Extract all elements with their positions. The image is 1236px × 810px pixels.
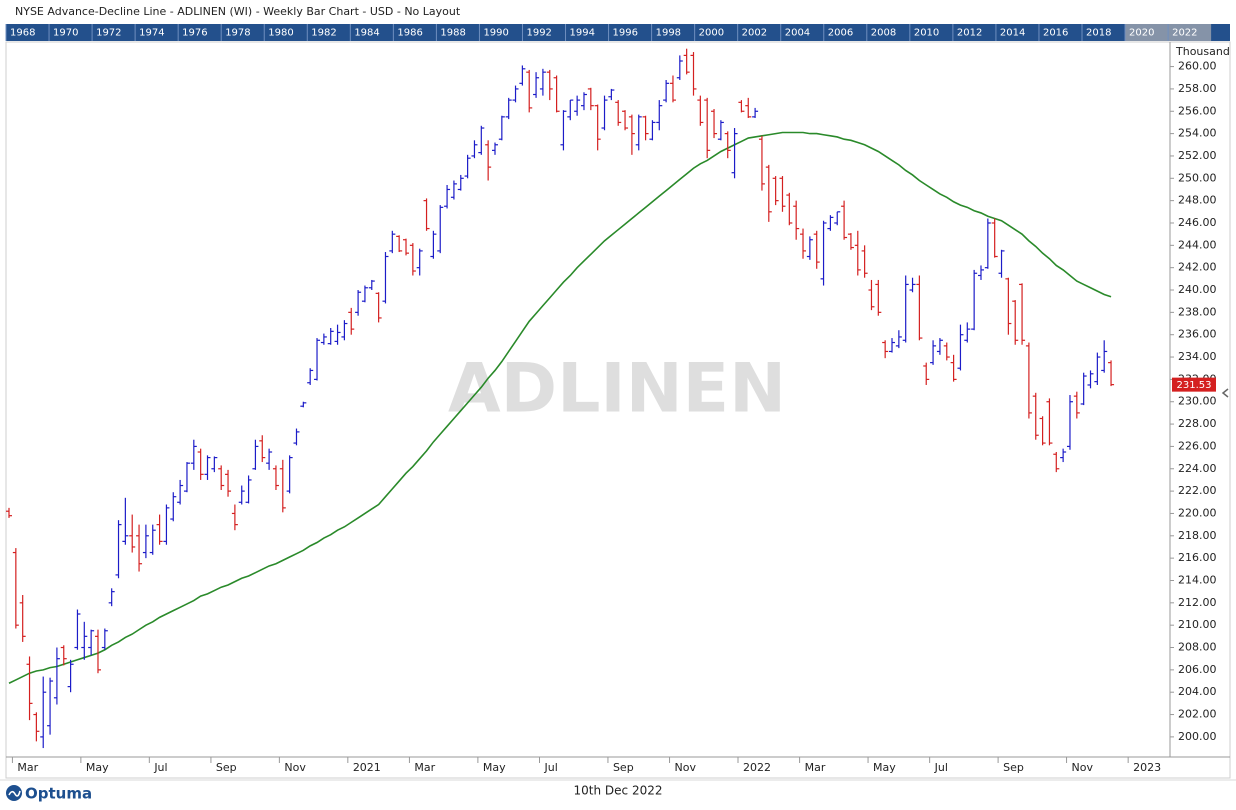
year-label: 1988 bbox=[440, 28, 465, 39]
year-label: 2014 bbox=[1000, 28, 1025, 39]
y-tick-label: 246.00 bbox=[1178, 216, 1217, 229]
year-label: 1992 bbox=[526, 28, 551, 39]
year-label: 1968 bbox=[10, 28, 35, 39]
y-tick-label: 250.00 bbox=[1178, 171, 1217, 184]
year-label: 1990 bbox=[483, 28, 508, 39]
year-label: 2018 bbox=[1086, 28, 1111, 39]
y-tick-label: 236.00 bbox=[1178, 328, 1217, 341]
x-tick-label: Sep bbox=[1003, 761, 1024, 774]
year-label: 1970 bbox=[53, 28, 78, 39]
moving-average bbox=[8, 131, 1112, 684]
year-label: 2008 bbox=[871, 28, 896, 39]
x-tick-label: Sep bbox=[216, 761, 237, 774]
y-tick-label: 254.00 bbox=[1178, 127, 1217, 140]
watermark: ADLINEN bbox=[448, 350, 786, 429]
year-label: 2012 bbox=[957, 28, 982, 39]
y-unit: Thousand bbox=[1175, 45, 1230, 58]
x-tick-label: May bbox=[86, 761, 109, 774]
collapse-arrow[interactable] bbox=[1221, 388, 1229, 398]
y-tick-label: 248.00 bbox=[1178, 194, 1217, 207]
year-highlight bbox=[1168, 24, 1212, 41]
year-label: 1974 bbox=[139, 28, 164, 39]
y-tick-label: 258.00 bbox=[1178, 82, 1217, 95]
x-tick-label: 2022 bbox=[743, 761, 771, 774]
last-value-box bbox=[1172, 377, 1216, 392]
logo-wave bbox=[8, 790, 21, 797]
y-tick-label: 206.00 bbox=[1178, 663, 1217, 676]
x-tick-label: Jul bbox=[934, 761, 948, 774]
x-tick-label: Mar bbox=[414, 761, 435, 774]
y-tick-label: 226.00 bbox=[1178, 439, 1217, 452]
y-tick-label: 224.00 bbox=[1178, 462, 1217, 475]
year-label: 2006 bbox=[828, 28, 853, 39]
x-tick-label: Nov bbox=[284, 761, 306, 774]
y-tick-label: 212.00 bbox=[1178, 596, 1217, 609]
y-tick-label: 230.00 bbox=[1178, 395, 1217, 408]
chart-header: NYSE Advance-Decline Line - ADLINEN (WI)… bbox=[15, 5, 461, 18]
year-label: 1998 bbox=[656, 28, 681, 39]
year-label: 2002 bbox=[742, 28, 767, 39]
logo-text: Optuma bbox=[25, 785, 92, 803]
y-tick-label: 216.00 bbox=[1178, 551, 1217, 564]
y-tick-label: 210.00 bbox=[1178, 618, 1217, 631]
year-strip[interactable] bbox=[6, 24, 1230, 41]
chart-frame bbox=[5, 41, 1231, 779]
y-tick-label: 252.00 bbox=[1178, 149, 1217, 162]
year-label: 1980 bbox=[268, 28, 293, 39]
y-tick-label: 214.00 bbox=[1178, 573, 1217, 586]
year-label: 1994 bbox=[570, 28, 595, 39]
x-tick-label: Nov bbox=[1072, 761, 1094, 774]
y-tick-label: 202.00 bbox=[1178, 708, 1217, 721]
x-tick-label: Nov bbox=[675, 761, 697, 774]
x-tick-label: May bbox=[483, 761, 506, 774]
y-tick-label: 242.00 bbox=[1178, 261, 1217, 274]
x-tick-label: Jul bbox=[153, 761, 167, 774]
y-tick-label: 238.00 bbox=[1178, 305, 1217, 318]
y-tick-label: 228.00 bbox=[1178, 417, 1217, 430]
year-label: 2020 bbox=[1129, 28, 1154, 39]
year-label: 1986 bbox=[397, 28, 422, 39]
y-tick-label: 218.00 bbox=[1178, 529, 1217, 542]
x-tick-label: Jul bbox=[543, 761, 557, 774]
x-tick-label: 2023 bbox=[1133, 761, 1161, 774]
year-label: 1984 bbox=[354, 28, 379, 39]
y-tick-label: 220.00 bbox=[1178, 506, 1217, 519]
year-label: 1978 bbox=[225, 28, 250, 39]
year-label: 2016 bbox=[1043, 28, 1068, 39]
footer-date: 10th Dec 2022 bbox=[574, 784, 663, 798]
x-tick-label: Sep bbox=[613, 761, 634, 774]
year-label: 2010 bbox=[914, 28, 939, 39]
year-label: 1972 bbox=[96, 28, 121, 39]
y-tick-label: 222.00 bbox=[1178, 484, 1217, 497]
year-highlight bbox=[1125, 24, 1169, 41]
y-tick-label: 204.00 bbox=[1178, 685, 1217, 698]
y-tick-label: 244.00 bbox=[1178, 238, 1217, 251]
y-tick-label: 200.00 bbox=[1178, 730, 1217, 743]
year-label: 1982 bbox=[311, 28, 336, 39]
year-label: 2004 bbox=[785, 28, 810, 39]
year-label: 1996 bbox=[613, 28, 638, 39]
year-label: 2000 bbox=[699, 28, 724, 39]
x-tick-label: Mar bbox=[17, 761, 38, 774]
y-tick-label: 240.00 bbox=[1178, 283, 1217, 296]
x-tick-label: 2021 bbox=[353, 761, 381, 774]
y-tick-label: 260.00 bbox=[1178, 60, 1217, 73]
x-tick-label: Mar bbox=[805, 761, 826, 774]
last-value-label: 231.53 bbox=[1177, 380, 1212, 391]
y-tick-label: 256.00 bbox=[1178, 104, 1217, 117]
y-tick-label: 208.00 bbox=[1178, 641, 1217, 654]
x-tick-label: May bbox=[873, 761, 896, 774]
year-label: 1976 bbox=[182, 28, 207, 39]
y-tick-label: 234.00 bbox=[1178, 350, 1217, 363]
year-label: 2022 bbox=[1172, 28, 1197, 39]
